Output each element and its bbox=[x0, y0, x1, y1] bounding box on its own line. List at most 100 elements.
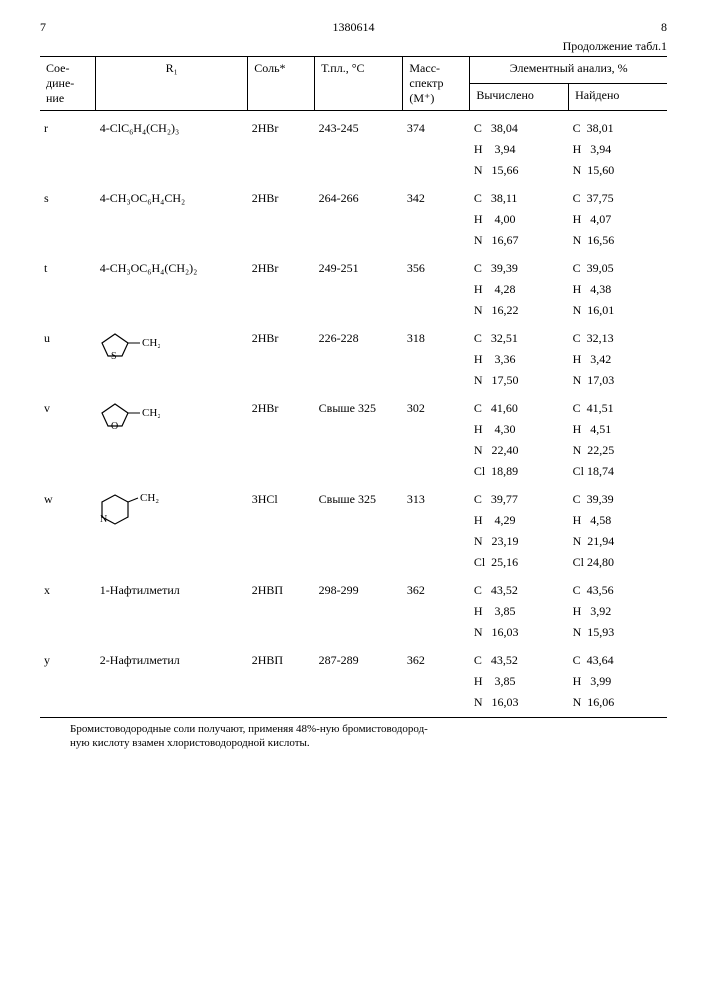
svg-text:CH₂: CH₂ bbox=[142, 407, 160, 419]
cell-calc: N 15,66 bbox=[470, 160, 569, 181]
cell-found: H 4,07 bbox=[569, 209, 667, 230]
cell-r1: O CH₂ bbox=[96, 391, 248, 482]
table-row: uSCH₂2HBr226-228318C 32,51C 32,13 bbox=[40, 321, 667, 349]
cell-found: N 16,01 bbox=[569, 300, 667, 321]
cell-compound: u bbox=[40, 321, 96, 391]
cell-found: H 3,99 bbox=[569, 671, 667, 692]
cell-mass: 318 bbox=[403, 321, 470, 391]
cell-calc: C 41,60 bbox=[470, 391, 569, 419]
cell-salt: 2HBr bbox=[248, 321, 315, 391]
data-table: Сое- дине- ние R₁ Соль* Т.пл., °С Масс- … bbox=[40, 56, 667, 713]
cell-found: N 15,60 bbox=[569, 160, 667, 181]
cell-compound: y bbox=[40, 643, 96, 713]
cell-calc: C 32,51 bbox=[470, 321, 569, 349]
cell-found: C 43,56 bbox=[569, 573, 667, 601]
cell-calc: C 43,52 bbox=[470, 643, 569, 671]
cell-compound: r bbox=[40, 111, 96, 182]
cell-mp: 287-289 bbox=[315, 643, 403, 713]
cell-mass: 342 bbox=[403, 181, 470, 251]
cell-compound: v bbox=[40, 391, 96, 482]
cell-calc: N 16,22 bbox=[470, 300, 569, 321]
cell-calc: H 3,94 bbox=[470, 139, 569, 160]
col-calc: Вычислено bbox=[470, 84, 569, 111]
cell-salt: 3HCl bbox=[248, 482, 315, 573]
cell-found: Cl 18,74 bbox=[569, 461, 667, 482]
cell-mass: 302 bbox=[403, 391, 470, 482]
cell-found: C 32,13 bbox=[569, 321, 667, 349]
col-elem-title: Элементный анализ, % bbox=[470, 57, 667, 84]
cell-calc: H 4,29 bbox=[470, 510, 569, 531]
cell-salt: 2HBr bbox=[248, 251, 315, 321]
cell-mass: 362 bbox=[403, 643, 470, 713]
svg-text:CH₂: CH₂ bbox=[142, 337, 160, 349]
table-row: r4-ClC₆H₄(CH₂)₃2HBr243-245374C 38,04C 38… bbox=[40, 111, 667, 140]
cell-found: C 43,64 bbox=[569, 643, 667, 671]
cell-calc: C 43,52 bbox=[470, 573, 569, 601]
cell-found: N 22,25 bbox=[569, 440, 667, 461]
col-compound: Сое- дине- ние bbox=[40, 57, 96, 111]
cell-calc: H 4,28 bbox=[470, 279, 569, 300]
cell-found: C 37,75 bbox=[569, 181, 667, 209]
cell-calc: C 38,11 bbox=[470, 181, 569, 209]
cell-found: N 17,03 bbox=[569, 370, 667, 391]
cell-mp: Свыше 325 bbox=[315, 391, 403, 482]
footnote: Бромистоводородные соли получают, примен… bbox=[40, 718, 667, 751]
cell-mp: 226-228 bbox=[315, 321, 403, 391]
cell-calc: N 17,50 bbox=[470, 370, 569, 391]
cell-r1: 1-Нафтилметил bbox=[96, 573, 248, 643]
cell-r1: NCH₂ bbox=[96, 482, 248, 573]
svg-text:S: S bbox=[111, 351, 117, 361]
cell-compound: t bbox=[40, 251, 96, 321]
cell-found: N 21,94 bbox=[569, 531, 667, 552]
cell-calc: H 4,30 bbox=[470, 419, 569, 440]
cell-mp: 249-251 bbox=[315, 251, 403, 321]
table-row: s4-CH₃OC₆H₄CH₂2HBr264-266342C 38,11C 37,… bbox=[40, 181, 667, 209]
cell-calc: C 39,77 bbox=[470, 482, 569, 510]
cell-calc: H 4,00 bbox=[470, 209, 569, 230]
col-found: Найдено bbox=[569, 84, 667, 111]
cell-r1: 4-CH₃OC₆H₄(CH₂)₂ bbox=[96, 251, 248, 321]
cell-r1: 4-ClC₆H₄(CH₂)₃ bbox=[96, 111, 248, 182]
cell-salt: 2HBr bbox=[248, 391, 315, 482]
cell-mass: 362 bbox=[403, 573, 470, 643]
page-header: 7 1380614 8 bbox=[40, 20, 667, 35]
cell-calc: C 38,04 bbox=[470, 111, 569, 140]
col-r1: R₁ bbox=[96, 57, 248, 111]
cell-calc: N 16,67 bbox=[470, 230, 569, 251]
cell-calc: H 3,85 bbox=[470, 601, 569, 622]
cell-mp: 264-266 bbox=[315, 181, 403, 251]
cell-r1: 4-CH₃OC₆H₄CH₂ bbox=[96, 181, 248, 251]
cell-found: C 41,51 bbox=[569, 391, 667, 419]
table-row: y2-Нафтилметил2HBП287-289362C 43,52C 43,… bbox=[40, 643, 667, 671]
cell-calc: N 16,03 bbox=[470, 622, 569, 643]
col-salt: Соль* bbox=[248, 57, 315, 111]
cell-salt: 2HBП bbox=[248, 643, 315, 713]
col-mp: Т.пл., °С bbox=[315, 57, 403, 111]
cell-mp: 243-245 bbox=[315, 111, 403, 182]
cell-calc: Cl 25,16 bbox=[470, 552, 569, 573]
table-row: x1-Нафтилметил2HBП298-299362C 43,52C 43,… bbox=[40, 573, 667, 601]
cell-mass: 374 bbox=[403, 111, 470, 182]
doc-number: 1380614 bbox=[333, 20, 375, 35]
cell-found: H 4,38 bbox=[569, 279, 667, 300]
cell-compound: s bbox=[40, 181, 96, 251]
cell-found: C 39,39 bbox=[569, 482, 667, 510]
cell-mass: 356 bbox=[403, 251, 470, 321]
svg-text:O: O bbox=[111, 421, 118, 431]
cell-found: Cl 24,80 bbox=[569, 552, 667, 573]
cell-found: C 38,01 bbox=[569, 111, 667, 140]
cell-found: C 39,05 bbox=[569, 251, 667, 279]
cell-calc: H 3,85 bbox=[470, 671, 569, 692]
cell-calc: N 22,40 bbox=[470, 440, 569, 461]
cell-mp: 298-299 bbox=[315, 573, 403, 643]
cell-calc: C 39,39 bbox=[470, 251, 569, 279]
cell-r1: S CH₂ bbox=[96, 321, 248, 391]
cell-salt: 2HBП bbox=[248, 573, 315, 643]
cell-salt: 2HBr bbox=[248, 181, 315, 251]
cell-found: H 3,42 bbox=[569, 349, 667, 370]
table-row: t4-CH₃OC₆H₄(CH₂)₂2HBr249-251356C 39,39C … bbox=[40, 251, 667, 279]
cell-found: H 3,94 bbox=[569, 139, 667, 160]
cell-calc: N 23,19 bbox=[470, 531, 569, 552]
table-row: vOCH₂2HBrСвыше 325302C 41,60C 41,51 bbox=[40, 391, 667, 419]
cell-found: N 16,56 bbox=[569, 230, 667, 251]
